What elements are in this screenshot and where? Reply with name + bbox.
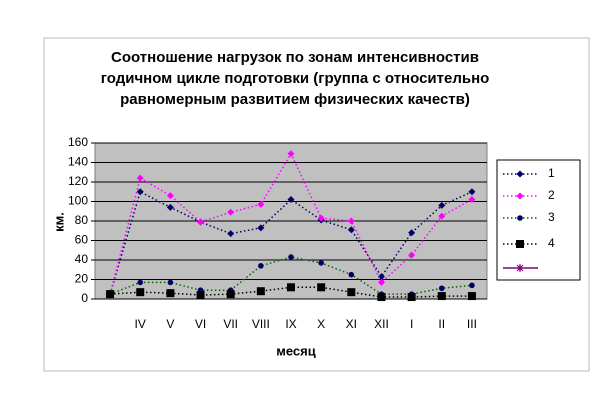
- marker: [408, 251, 416, 259]
- marker: [257, 224, 265, 232]
- marker: [438, 212, 446, 220]
- marker: [258, 263, 264, 269]
- x-tick-label: VI: [195, 317, 206, 331]
- marker: [438, 201, 446, 209]
- marker: [136, 288, 145, 297]
- legend-label: 4: [548, 236, 555, 250]
- y-tick-label: 100: [68, 194, 88, 208]
- marker: [227, 208, 235, 216]
- x-tick-label: XI: [346, 317, 357, 331]
- marker: [106, 290, 115, 299]
- marker: [437, 292, 446, 301]
- y-axis-label: км.: [51, 212, 66, 232]
- legend-marker: [516, 192, 524, 200]
- marker: [438, 285, 445, 292]
- y-tick-label: 0: [81, 291, 88, 305]
- x-tick-label: IX: [285, 317, 296, 331]
- legend: [496, 159, 581, 281]
- marker: [469, 282, 475, 289]
- x-tick-label: VII: [223, 317, 238, 331]
- marker: [166, 203, 174, 211]
- marker: [287, 283, 295, 292]
- marker: [467, 292, 476, 301]
- marker: [257, 200, 265, 208]
- marker: [166, 289, 175, 298]
- marker: [377, 293, 386, 302]
- marker: [227, 230, 235, 238]
- marker: [137, 279, 144, 286]
- legend-marker: [516, 264, 524, 272]
- y-tick-label: 160: [68, 135, 88, 149]
- marker: [377, 273, 385, 281]
- marker: [318, 260, 324, 266]
- y-tick-label: 140: [68, 155, 88, 169]
- marker: [347, 226, 355, 234]
- marker: [408, 229, 416, 237]
- marker: [166, 192, 174, 200]
- legend-marker: [517, 215, 523, 221]
- x-axis-label: месяц: [276, 343, 315, 358]
- chart-title: равномерным развитием физических качеств…: [120, 91, 470, 108]
- marker: [287, 196, 295, 204]
- x-tick-label: I: [410, 317, 413, 331]
- marker: [468, 196, 476, 204]
- x-tick-label: III: [467, 317, 477, 331]
- x-tick-label: II: [438, 317, 445, 331]
- marker: [196, 291, 205, 300]
- marker: [167, 279, 174, 286]
- marker: [256, 287, 265, 296]
- y-tick-label: 120: [68, 174, 88, 188]
- marker: [136, 174, 144, 182]
- chart-title: Соотношение нагрузок по зонам интенсивно…: [111, 49, 479, 66]
- x-tick-label: XII: [374, 317, 389, 331]
- chart-title: годичном цикле подготовки (группа с отно…: [101, 70, 490, 87]
- y-tick-label: 40: [75, 252, 89, 266]
- legend-label: 3: [548, 210, 555, 224]
- y-tick-label: 20: [75, 272, 89, 286]
- y-tick-label: 60: [75, 233, 89, 247]
- marker: [468, 188, 476, 196]
- marker: [347, 217, 355, 225]
- marker: [377, 278, 385, 286]
- legend-marker: [516, 170, 524, 178]
- marker: [317, 214, 325, 222]
- marker: [136, 188, 144, 196]
- x-tick-label: V: [166, 317, 174, 331]
- legend-label: 1: [548, 166, 555, 180]
- marker: [407, 293, 416, 302]
- marker: [348, 271, 355, 278]
- marker: [317, 283, 326, 292]
- marker: [347, 288, 356, 297]
- legend-label: 2: [548, 188, 555, 202]
- x-tick-label: VIII: [252, 317, 270, 331]
- marker: [288, 254, 294, 260]
- y-tick-label: 80: [75, 213, 89, 227]
- marker: [287, 150, 295, 158]
- legend-marker: [516, 240, 524, 248]
- marker: [226, 290, 235, 299]
- x-tick-label: IV: [135, 317, 146, 331]
- marker: [197, 218, 205, 226]
- x-tick-label: X: [317, 317, 325, 331]
